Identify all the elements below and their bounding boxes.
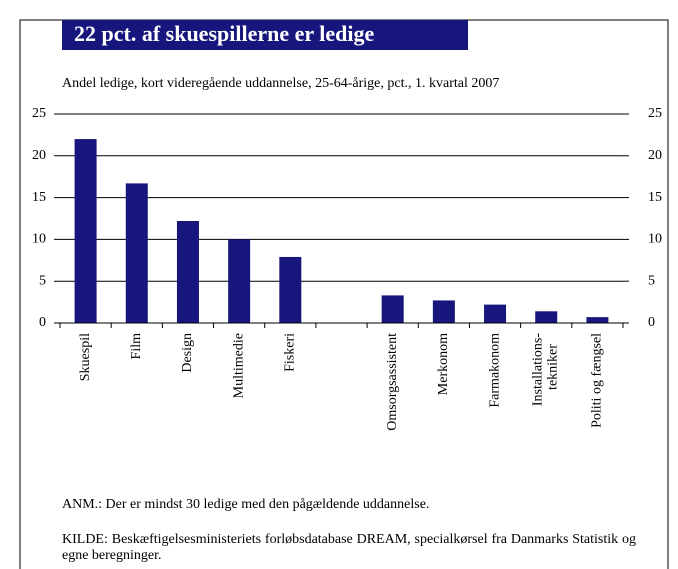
y2-tick-label: 25 <box>648 106 662 121</box>
x-tick-label: Farmakonom <box>487 333 502 408</box>
y-tick-label: 10 <box>32 232 46 247</box>
frame <box>19 19 669 569</box>
note: ANM.: Der er mindst 30 ledige med den på… <box>62 497 430 512</box>
bar <box>381 295 404 323</box>
y-tick-label: 25 <box>32 106 46 121</box>
title-banner <box>62 20 468 50</box>
chart-subtitle: Andel ledige, kort videregående uddannel… <box>62 76 499 91</box>
y2-tick-label: 0 <box>648 315 655 330</box>
source: KILDE: Beskæftigelsesministeriets forløb… <box>62 532 636 563</box>
bar <box>535 311 558 323</box>
x-tick-label: Omsorgsassistent <box>385 333 400 431</box>
x-tick-label: Multimedie <box>231 333 246 398</box>
x-tick-label: Film <box>129 333 144 360</box>
x-tick-label: Politi og fængsel <box>590 333 605 428</box>
bar <box>279 256 302 323</box>
y2-tick-label: 10 <box>648 232 662 247</box>
bar <box>176 221 199 323</box>
y-tick-label: 15 <box>32 190 46 205</box>
y2-tick-label: 15 <box>648 190 662 205</box>
y-tick-label: 5 <box>39 273 46 288</box>
bar <box>228 239 251 323</box>
bar <box>74 139 97 323</box>
x-tick-label: Installations-tekniker <box>531 333 561 406</box>
bar <box>586 317 609 323</box>
y2-tick-label: 20 <box>648 148 662 163</box>
y-tick-label: 20 <box>32 148 46 163</box>
y-tick-label: 0 <box>39 315 46 330</box>
y2-tick-label: 5 <box>648 273 655 288</box>
bar <box>125 183 148 323</box>
bar <box>432 300 455 323</box>
x-tick-label: Fiskeri <box>283 333 298 372</box>
bar <box>484 304 507 323</box>
x-tick-label: Skuespil <box>78 333 93 381</box>
x-tick-label: Merkonom <box>436 333 451 395</box>
chart-title: 22 pct. af skuespillerne er ledige <box>74 21 374 46</box>
x-tick-label: Design <box>180 333 195 373</box>
